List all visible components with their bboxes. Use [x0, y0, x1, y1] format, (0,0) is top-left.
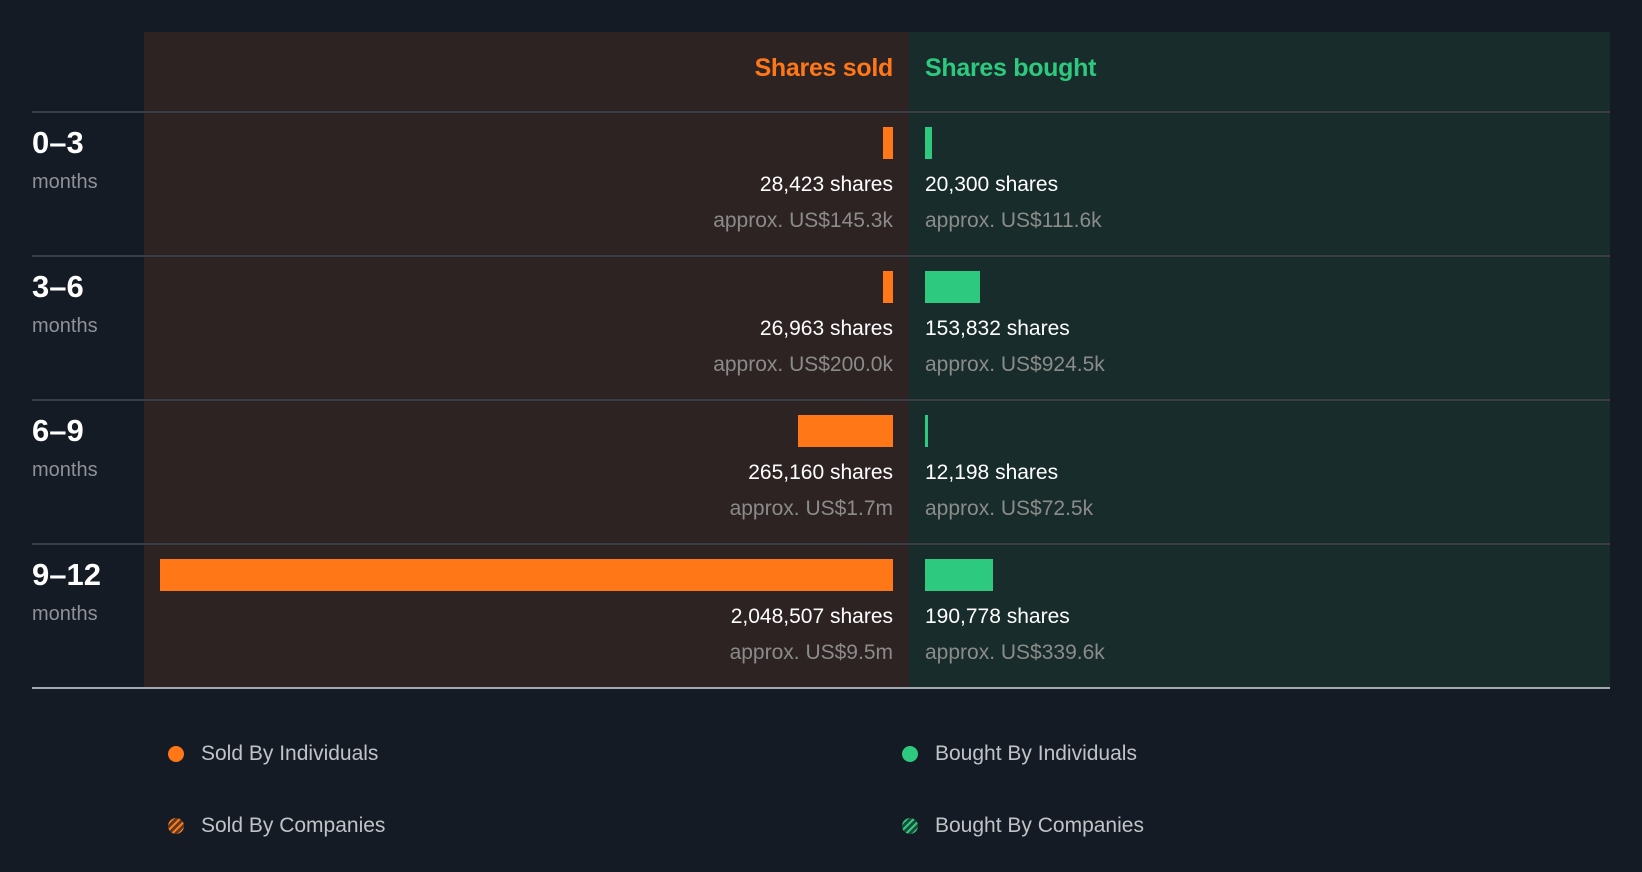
legend-label: Bought By Individuals [935, 742, 1137, 765]
sold-cell: 28,423 shares approx. US$145.3k [144, 113, 909, 255]
bought-column-header: Shares bought [909, 32, 1610, 111]
green-dot-icon [902, 746, 918, 762]
legend-bought-companies[interactable]: Bought By Companies [902, 814, 1144, 838]
insider-trading-chart: Shares sold Shares bought 0–3 months 28,… [32, 32, 1610, 689]
chart-header: Shares sold Shares bought [32, 32, 1610, 113]
header-label-spacer [32, 32, 144, 111]
sold-shares: 28,423 shares [759, 173, 893, 196]
bought-shares: 12,198 shares [925, 461, 1059, 484]
shares-bought-title: Shares bought [925, 54, 1097, 82]
legend-sold-individuals[interactable]: Sold By Individuals [168, 742, 378, 766]
sold-cell: 2,048,507 shares approx. US$9.5m [144, 545, 909, 687]
shares-sold-title: Shares sold [754, 54, 894, 82]
sold-cell: 26,963 shares approx. US$200.0k [144, 257, 909, 399]
bought-shares: 20,300 shares [925, 173, 1059, 196]
period-label: 6–9 months [32, 401, 144, 543]
sold-approx-value: approx. US$9.5m [729, 641, 893, 664]
period-label: 0–3 months [32, 113, 144, 255]
bought-cell: 12,198 shares approx. US$72.5k [909, 401, 1610, 543]
orange-dot-icon [168, 746, 184, 762]
period-unit: months [32, 315, 98, 337]
period-unit: months [32, 171, 98, 193]
sold-shares: 26,963 shares [759, 317, 893, 340]
sold-approx-value: approx. US$200.0k [713, 353, 893, 376]
bought-cell: 190,778 shares approx. US$339.6k [909, 545, 1610, 687]
legend-sold-companies[interactable]: Sold By Companies [168, 814, 385, 838]
period-label: 3–6 months [32, 257, 144, 399]
period-label: 9–12 months [32, 545, 144, 687]
bought-approx-value: approx. US$72.5k [925, 497, 1094, 520]
bought-cell: 153,832 shares approx. US$924.5k [909, 257, 1610, 399]
sold-shares: 2,048,507 shares [730, 605, 893, 628]
period-range: 0–3 [32, 125, 84, 160]
sold-bar[interactable] [160, 559, 893, 591]
bought-bar[interactable] [925, 271, 980, 303]
sold-bar[interactable] [883, 127, 893, 159]
sold-cell: 265,160 shares approx. US$1.7m [144, 401, 909, 543]
period-unit: months [32, 459, 98, 481]
bought-approx-value: approx. US$339.6k [925, 641, 1105, 664]
period-row: 3–6 months 26,963 shares approx. US$200.… [32, 257, 1610, 401]
sold-approx-value: approx. US$1.7m [729, 497, 893, 520]
period-row: 6–9 months 265,160 shares approx. US$1.7… [32, 401, 1610, 545]
sold-approx-value: approx. US$145.3k [713, 209, 893, 232]
legend-label: Sold By Individuals [201, 742, 379, 765]
bought-cell: 20,300 shares approx. US$111.6k [909, 113, 1610, 255]
legend-bought-individuals[interactable]: Bought By Individuals [902, 742, 1137, 766]
green-striped-dot-icon [902, 818, 918, 834]
sold-bar[interactable] [798, 415, 893, 447]
bought-shares: 153,832 shares [925, 317, 1070, 340]
period-range: 3–6 [32, 269, 84, 304]
period-row: 9–12 months 2,048,507 shares approx. US$… [32, 545, 1610, 689]
legend-label: Sold By Companies [201, 814, 386, 837]
sold-column-header: Shares sold [144, 32, 909, 111]
bought-approx-value: approx. US$111.6k [925, 209, 1102, 232]
period-unit: months [32, 603, 98, 625]
bought-bar[interactable] [925, 415, 928, 447]
sold-bar[interactable] [883, 271, 893, 303]
bought-shares: 190,778 shares [925, 605, 1070, 628]
legend-label: Bought By Companies [935, 814, 1144, 837]
sold-shares: 265,160 shares [748, 461, 893, 484]
period-range: 6–9 [32, 413, 84, 448]
bought-bar[interactable] [925, 559, 993, 591]
period-range: 9–12 [32, 557, 101, 592]
period-row: 0–3 months 28,423 shares approx. US$145.… [32, 113, 1610, 257]
orange-striped-dot-icon [168, 818, 184, 834]
bought-approx-value: approx. US$924.5k [925, 353, 1105, 376]
bought-bar[interactable] [925, 127, 932, 159]
